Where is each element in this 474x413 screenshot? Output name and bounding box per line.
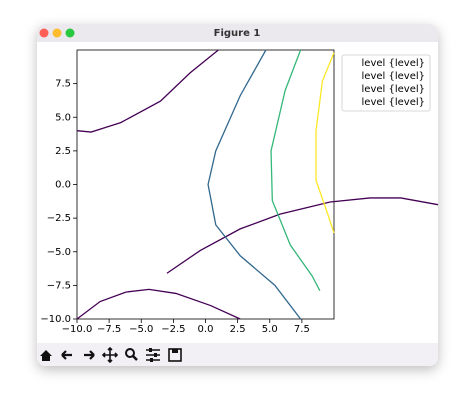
- contour-line: [207, 49, 302, 320]
- y-tick-label: 5.0: [55, 112, 71, 123]
- y-tick-label: −7.5: [47, 280, 71, 291]
- legend-label: level {level}: [362, 71, 425, 82]
- x-tick-label: 0.0: [198, 324, 214, 335]
- y-tick-label: 7.5: [55, 79, 71, 90]
- legend-label: level {level}: [362, 97, 425, 108]
- toolbar: [37, 343, 438, 366]
- home-button[interactable]: [40, 350, 52, 361]
- contour-line: [166, 197, 439, 274]
- window-title: Figure 1: [214, 28, 261, 39]
- title-bar: [37, 24, 438, 42]
- pan-button[interactable]: [101, 346, 119, 364]
- minimize-button[interactable]: [52, 28, 62, 38]
- x-tick-label: −10.0: [62, 324, 93, 335]
- y-tick-label: 0.0: [55, 180, 71, 191]
- legend-label: level {level}: [362, 58, 425, 69]
- y-tick-label: 2.5: [55, 146, 71, 157]
- close-button[interactable]: [39, 28, 49, 38]
- legend-label: level {level}: [362, 84, 425, 95]
- back-button[interactable]: [61, 350, 72, 360]
- contour-line: [315, 52, 335, 234]
- window: [37, 24, 438, 366]
- y-tick-label: −5.0: [47, 247, 71, 258]
- forward-button[interactable]: [84, 350, 95, 360]
- contour-line: [270, 49, 321, 292]
- zoom-button[interactable]: [65, 28, 75, 38]
- x-tick-label: −7.5: [97, 324, 121, 335]
- contour-line: [76, 288, 241, 320]
- y-tick-label: −2.5: [47, 213, 71, 224]
- x-tick-label: −5.0: [129, 324, 153, 335]
- x-tick-label: 5.0: [262, 324, 278, 335]
- contour-line: [76, 49, 219, 133]
- plot: −10.0 −7.5 −5.0 −2.5 0.0 2.5 5.0 7.5 −10.0 −7.5 −5…: [40, 49, 439, 335]
- x-tick-label: 2.5: [230, 324, 246, 335]
- toolbar-icons: [40, 346, 182, 364]
- x-tick-label: 7.5: [294, 324, 310, 335]
- zoom-tool-button[interactable]: [125, 348, 135, 358]
- x-tick-label: −2.5: [161, 324, 185, 335]
- legend-box: [341, 54, 431, 112]
- y-tick-label: −10.0: [40, 314, 71, 325]
